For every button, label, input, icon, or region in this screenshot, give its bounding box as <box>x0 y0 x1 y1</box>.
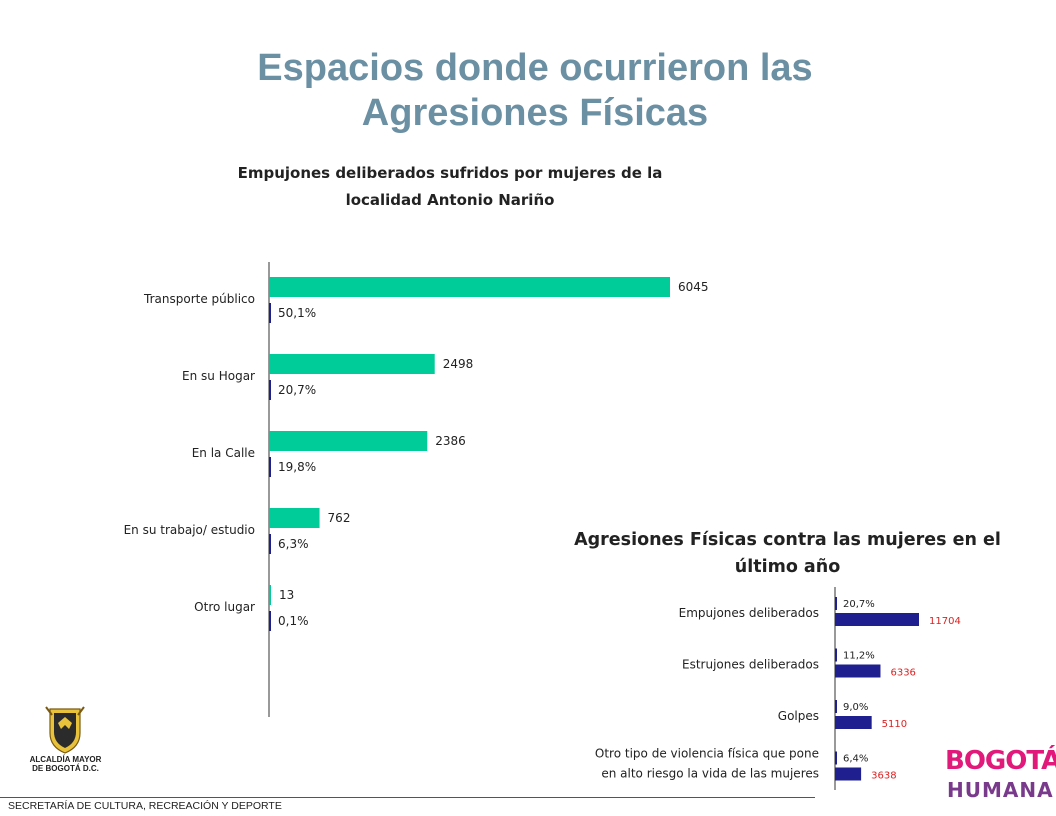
chart2-count-label: 5110 <box>882 719 907 730</box>
chart2-percent-label: 9,0% <box>843 702 868 713</box>
chart2-bar-percent <box>835 751 837 765</box>
page-title-line1: Espacios donde ocurrieron las <box>257 47 813 89</box>
chart1-bar-count <box>269 585 271 605</box>
chart2-bar-percent <box>835 700 837 713</box>
footer-org: SECRETARÍA DE CULTURA, RECREACIÓN Y DEPO… <box>8 800 282 812</box>
chart2-count-label: 3638 <box>871 771 896 782</box>
chart1-bar-count <box>269 354 435 374</box>
crest-label: ALCALDÍA MAYOR DE BOGOTÁ D.C. <box>18 755 113 773</box>
chart2-bar-count <box>835 613 919 626</box>
chart1-count-label: 2498 <box>443 357 474 371</box>
chart1-percent-label: 50,1% <box>278 306 316 320</box>
chart2-title-line2: último año <box>734 557 841 577</box>
chart2-bar-count <box>835 767 862 781</box>
chart1-percent-label: 20,7% <box>278 383 316 397</box>
chart1-bar-percent <box>269 534 271 554</box>
chart1-bar-count <box>269 431 428 451</box>
chart1-count-label: 762 <box>328 511 351 525</box>
page-title: Espacios donde ocurrieron las Agresiones… <box>150 46 920 136</box>
chart2-title-line1: Agresiones Físicas contra las mujeres en… <box>574 530 1001 550</box>
chart1-category-label: En su Hogar <box>182 369 255 383</box>
chart2-count-label: 6336 <box>890 668 915 679</box>
chart2-category-label: Golpes <box>778 709 819 723</box>
chart1-title: Empujones deliberados sufridos por mujer… <box>150 160 750 214</box>
chart1-category-label: En su trabajo/ estudio <box>124 523 255 537</box>
chart2-category-label: Estrujones deliberados <box>682 658 819 672</box>
chart2-bar-percent <box>835 648 837 662</box>
bogota-humana-logo: BOGOTÁ HUMANA <box>945 746 1056 804</box>
chart2-percent-label: 20,7% <box>843 599 875 610</box>
chart2-percent-label: 6,4% <box>843 754 868 765</box>
page-title-line2: Agresiones Físicas <box>361 92 709 134</box>
chart1-category-label: En la Calle <box>192 446 255 460</box>
chart1-percent-label: 0,1% <box>278 614 309 628</box>
chart1-count-label: 13 <box>279 588 294 602</box>
chart2-category-label: Otro tipo de violencia física que pone <box>595 747 819 761</box>
chart2-count-label: 11704 <box>929 616 961 627</box>
logo-bottom-text: HUMANA <box>947 778 1054 802</box>
chart2-category-label: en alto riesgo la vida de las mujeres <box>601 767 819 781</box>
chart1-percent-label: 19,8% <box>278 460 316 474</box>
chart1-bar-percent <box>269 303 271 323</box>
footer-divider <box>0 797 815 798</box>
chart2-category-label: Empujones deliberados <box>679 606 819 620</box>
chart1-bar-percent <box>269 457 271 477</box>
chart2-bar-count <box>835 716 872 729</box>
chart2-bar-percent <box>835 597 837 610</box>
chart1-title-line2: localidad Antonio Nariño <box>345 191 555 209</box>
chart1-bar-percent <box>269 380 271 400</box>
chart1-title-line1: Empujones deliberados sufridos por mujer… <box>237 164 663 182</box>
chart2-percent-label: 11,2% <box>843 651 875 662</box>
chart2-bar-count <box>835 664 881 678</box>
chart1-bar-count <box>269 277 670 297</box>
logo-top-text: BOGOTÁ <box>945 746 1056 776</box>
chart1-category-label: Otro lugar <box>194 600 255 614</box>
chart1-category-label: Transporte público <box>143 292 255 306</box>
chart1-count-label: 6045 <box>678 280 709 294</box>
chart1-bar-percent <box>269 611 271 631</box>
crest-label-line2: DE BOGOTÁ D.C. <box>32 764 99 773</box>
chart1-percent-label: 6,3% <box>278 537 309 551</box>
chart2-title: Agresiones Físicas contra las mujeres en… <box>560 527 1015 581</box>
coat-of-arms-icon <box>45 706 85 754</box>
crest-label-line1: ALCALDÍA MAYOR <box>29 755 102 764</box>
chart1-bar-count <box>269 508 320 528</box>
chart1-count-label: 2386 <box>435 434 466 448</box>
alcaldia-crest: ALCALDÍA MAYOR DE BOGOTÁ D.C. <box>18 703 113 783</box>
